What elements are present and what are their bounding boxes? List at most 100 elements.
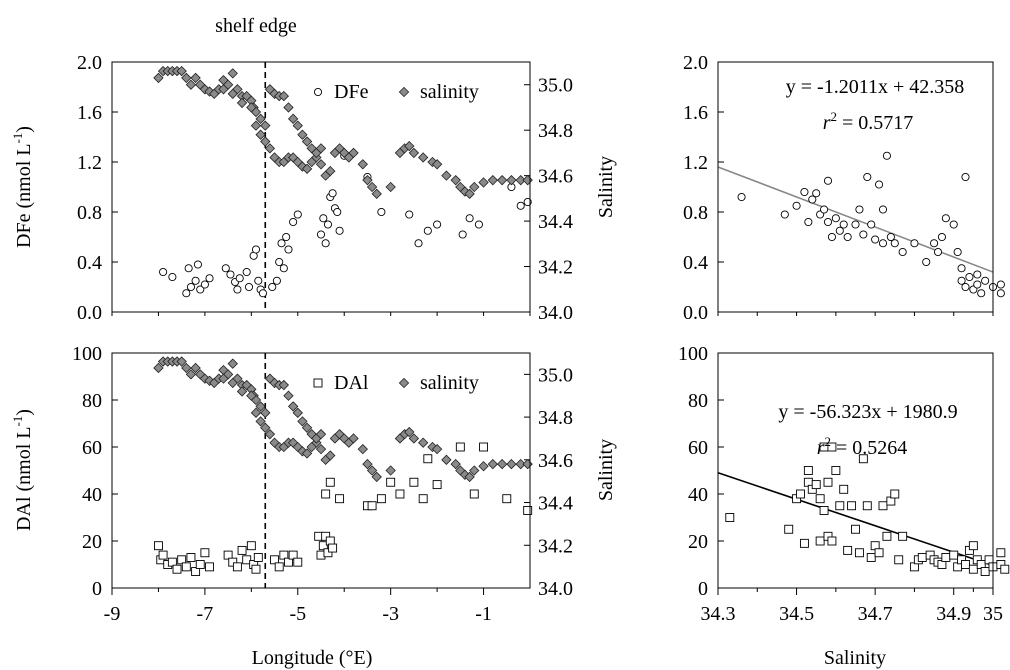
salinity-point <box>264 429 276 440</box>
dal-point <box>279 550 289 560</box>
salinity-point <box>260 120 271 131</box>
dfe-point <box>284 245 293 254</box>
dal-point <box>325 477 335 487</box>
y-tick-label: 0.0 <box>77 302 102 324</box>
salinity-point <box>362 175 373 186</box>
dfe-point <box>808 195 817 204</box>
salinity-point <box>297 446 308 457</box>
dfe-point <box>875 180 884 189</box>
y-tick-label: 0.4 <box>77 252 102 274</box>
salinity-point <box>260 422 271 433</box>
dal-point <box>898 531 908 541</box>
dal-point <box>815 536 825 546</box>
y-tick-label: 100 <box>678 343 708 365</box>
y-tick-label: 1.2 <box>77 152 102 174</box>
dal-point <box>409 477 419 487</box>
dfe-point <box>193 260 202 269</box>
dfe-right-axis-label: Salinity <box>595 156 617 218</box>
dfe-point <box>867 220 876 229</box>
dal-point <box>827 442 837 452</box>
dal-salinity-plot-frame <box>717 352 994 589</box>
salinity-point <box>283 390 294 401</box>
dal-point <box>181 562 191 572</box>
dal-point <box>968 564 978 574</box>
salinity-point <box>255 416 266 427</box>
salinity-point <box>250 120 262 131</box>
dal-point <box>270 555 280 565</box>
dal-point <box>823 477 833 487</box>
y2-tick-label: 34.2 <box>538 535 573 557</box>
y2-tick-label: 35.0 <box>538 364 573 386</box>
salinity-point <box>366 465 378 476</box>
dfe-point <box>965 272 974 282</box>
dfe-point <box>244 282 254 292</box>
dfe-point <box>251 245 261 254</box>
salinity-point <box>227 358 238 369</box>
dfe-point <box>159 267 168 277</box>
dfe-point <box>981 276 990 285</box>
dal-point <box>158 550 168 560</box>
dfe-point <box>973 280 982 289</box>
salinity-point <box>469 465 480 476</box>
dal-longitude-plot-frame <box>111 352 531 589</box>
salinity-point <box>404 426 415 438</box>
x-tick-label: 34.9 <box>936 603 971 625</box>
dfe-point <box>168 272 177 282</box>
salinity-point <box>515 458 526 470</box>
dal-point <box>502 494 512 504</box>
dfe-point <box>827 232 836 242</box>
salinity-point <box>427 156 438 168</box>
dfe-point <box>377 207 386 217</box>
dal-point <box>228 557 238 567</box>
y2-tick-label: 34.0 <box>538 302 573 324</box>
salinity-point <box>181 362 192 374</box>
salinity-point <box>427 441 438 453</box>
dal-point <box>949 550 959 560</box>
dfe-point <box>254 276 263 285</box>
salinity-point <box>269 377 280 389</box>
salinity-point <box>325 450 336 461</box>
y-tick-label: 1.6 <box>683 102 708 124</box>
salinity-point <box>260 407 271 418</box>
dfe-point <box>792 201 801 210</box>
y-tick-label: 0.0 <box>683 302 708 324</box>
salinity-point <box>441 170 452 181</box>
y-tick-label: 20 <box>82 531 102 553</box>
panel-dfe-longitude: 0.0 0.4 0.8 1.2 1.6 2.0 34.0 34.2 34.4 34.6 34.8 35… <box>10 52 617 324</box>
dfe-point <box>737 192 746 202</box>
salinity-point <box>315 443 327 455</box>
dfe-point <box>316 230 326 239</box>
dal-point <box>284 557 293 567</box>
salinity-point <box>371 188 382 199</box>
dal-point <box>858 454 868 464</box>
x-tick-label: -1 <box>475 603 492 625</box>
dal-point <box>223 550 233 560</box>
dal-point <box>288 550 298 560</box>
salinity-point <box>190 362 201 374</box>
salinity-point <box>522 458 533 470</box>
dal-point <box>321 531 331 541</box>
dfe-point <box>922 257 931 267</box>
salinity-point <box>315 429 327 440</box>
dfe-point <box>289 217 298 227</box>
dfe-point <box>235 274 244 283</box>
y-tick-label: 1.6 <box>77 102 102 124</box>
dal-point <box>968 541 978 551</box>
dfe-point <box>831 214 840 223</box>
y-tick-label: 0.8 <box>77 202 102 224</box>
y-tick-label: 40 <box>82 484 102 506</box>
dal-point <box>153 541 163 551</box>
salinity-point <box>264 143 276 154</box>
dal-point <box>996 548 1006 558</box>
dal-point <box>784 524 794 534</box>
dal-point <box>200 548 210 558</box>
dfe-point <box>977 289 986 298</box>
dal-point <box>866 553 876 562</box>
y2-tick-label: 34.8 <box>538 120 573 142</box>
dfe-point <box>182 289 191 298</box>
legend-marker-salinity <box>398 377 410 389</box>
dal-point <box>237 545 247 555</box>
dfe-point <box>184 264 193 273</box>
y-tick-label: 0 <box>92 578 102 600</box>
y-tick-label: 0.4 <box>683 252 708 274</box>
